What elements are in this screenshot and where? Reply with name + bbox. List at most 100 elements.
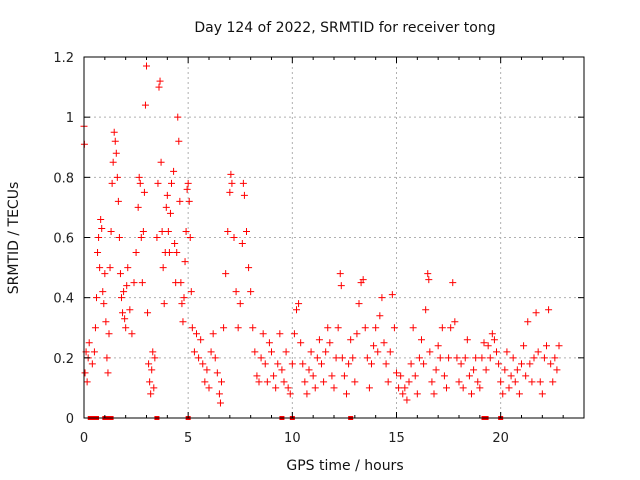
data-point (482, 366, 490, 374)
y-tick-label: 0.4 (53, 292, 74, 307)
data-point (144, 309, 152, 317)
data-point (370, 342, 378, 350)
data-point (334, 324, 342, 332)
data-point (91, 324, 99, 332)
data-point (180, 294, 188, 302)
data-point (103, 354, 111, 362)
data-point (397, 372, 405, 380)
data-point (190, 348, 198, 356)
data-point (98, 224, 106, 232)
y-tick-label: 1.2 (53, 51, 74, 66)
data-point (409, 324, 417, 332)
data-point (380, 339, 388, 347)
data-point (155, 83, 163, 91)
data-point (478, 354, 486, 362)
data-point (461, 354, 469, 362)
data-point (288, 360, 296, 368)
data-point (459, 384, 467, 392)
data-point (413, 390, 421, 398)
data-point (123, 282, 131, 290)
data-point (399, 390, 407, 398)
data-point (532, 309, 540, 317)
data-point (457, 360, 465, 368)
data-point (547, 360, 555, 368)
data-point (303, 390, 311, 398)
data-point (347, 336, 355, 344)
data-point (386, 348, 394, 356)
data-point (493, 348, 500, 356)
data-point (330, 384, 338, 392)
data-point (174, 113, 182, 121)
data-point (484, 342, 492, 350)
data-point (282, 348, 290, 356)
data-point (114, 197, 122, 205)
data-point (116, 270, 124, 278)
data-point (284, 384, 292, 392)
data-point (111, 137, 119, 145)
data-point (490, 336, 498, 344)
data-point (522, 372, 530, 380)
data-point (376, 312, 384, 320)
data-point (368, 360, 375, 368)
data-point (240, 191, 248, 199)
data-point (95, 234, 103, 241)
data-point (162, 203, 170, 211)
data-point (272, 384, 280, 392)
data-point (201, 378, 209, 386)
data-point (353, 330, 361, 338)
data-point (430, 390, 438, 398)
data-point (148, 366, 156, 374)
data-point (455, 378, 463, 386)
data-point (474, 378, 482, 386)
data-point (384, 378, 392, 386)
data-point (470, 366, 478, 374)
axis-ticks: 0 0.2 0.4 0.6 0.8 1 1.2 0 5 10 15 20 (53, 51, 585, 446)
data-point (257, 354, 265, 362)
data-point (153, 234, 161, 241)
data-point (216, 399, 224, 407)
data-point (538, 390, 546, 398)
data-point (126, 306, 134, 314)
data-point (255, 378, 263, 386)
data-point (130, 279, 138, 287)
data-point (422, 306, 430, 314)
data-point (165, 249, 173, 257)
data-point (171, 240, 179, 248)
data-point (425, 276, 433, 284)
data-point (83, 378, 91, 386)
data-point (390, 324, 398, 332)
data-point (428, 378, 436, 386)
data-point (122, 324, 130, 332)
data-point (468, 390, 475, 398)
data-point (382, 360, 390, 368)
data-point (146, 378, 154, 386)
y-tick-label: 0.8 (53, 171, 74, 186)
data-point (486, 354, 494, 362)
data-point (509, 354, 517, 362)
data-point (170, 167, 178, 175)
data-point (105, 330, 113, 338)
data-point (340, 372, 348, 380)
data-point (332, 354, 340, 362)
data-point (140, 188, 148, 196)
data-point (534, 348, 542, 356)
data-point (211, 354, 219, 362)
data-point (104, 369, 112, 377)
data-point (309, 372, 317, 380)
data-point (438, 324, 446, 332)
data-point (128, 330, 136, 338)
data-point (94, 249, 102, 257)
data-point (549, 378, 557, 386)
data-point (307, 348, 315, 356)
data-point (268, 348, 275, 356)
data-point (238, 240, 246, 248)
data-point (501, 366, 509, 374)
data-point (243, 227, 250, 235)
data-point (118, 294, 125, 302)
data-point (507, 372, 515, 380)
data-point (343, 390, 350, 398)
data-point (259, 330, 267, 338)
data-point (247, 288, 255, 296)
data-point (476, 384, 484, 392)
